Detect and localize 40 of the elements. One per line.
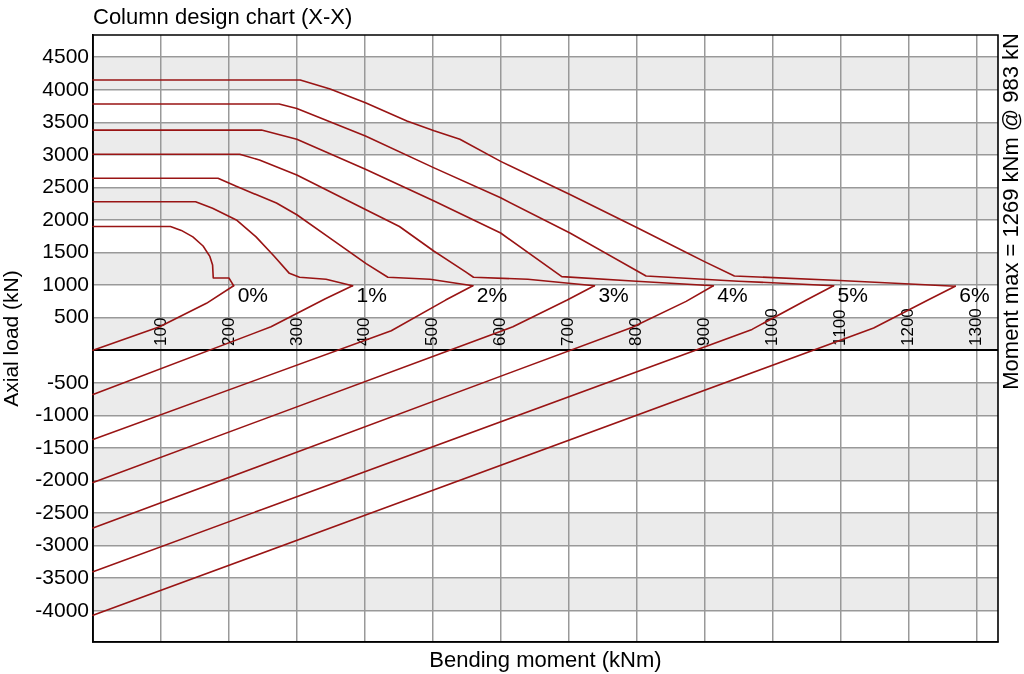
x-tick-label: 800 — [626, 317, 646, 346]
y-tick-label: 4500 — [42, 43, 89, 67]
y-tick-label: -2500 — [35, 499, 89, 523]
y-tick-label: 2000 — [42, 206, 89, 230]
y-tick-label: -2000 — [35, 467, 89, 491]
y-tick-label: 4000 — [42, 76, 89, 100]
series-label: 0% — [237, 282, 268, 306]
series-label: 2% — [476, 282, 508, 306]
x-tick-label: 200 — [218, 317, 238, 346]
y-tick-label: 3500 — [42, 109, 89, 133]
y-tick-label: -1000 — [35, 402, 89, 426]
series-label: 1% — [356, 282, 387, 306]
y-tick-label: -500 — [46, 369, 89, 393]
chart-title: Column design chart (X-X) — [93, 4, 353, 30]
y-tick-label: 1500 — [42, 239, 89, 263]
series-label: 6% — [959, 283, 990, 306]
y-tick-label: 1000 — [42, 271, 89, 295]
x-tick-label: 1100 — [830, 309, 850, 346]
x-tick-label: 1300 — [965, 308, 985, 346]
y-tick-label: -1500 — [35, 434, 89, 458]
x-axis-title: Bending moment (kNm) — [429, 646, 662, 672]
y-tick-label: -3000 — [35, 532, 89, 556]
x-tick-label: 100 — [150, 317, 170, 346]
series-label: 3% — [598, 282, 629, 306]
x-tick-label: 1200 — [898, 308, 917, 346]
x-tick-label: 500 — [422, 317, 442, 346]
y-tick-label: -3500 — [35, 564, 89, 588]
y-tick-label: 3000 — [42, 141, 89, 165]
y-tick-label: 2500 — [42, 174, 89, 198]
series-label: 5% — [837, 282, 868, 306]
x-tick-label: 400 — [354, 317, 374, 346]
y-tick-label: -4000 — [35, 597, 89, 621]
series-label: 4% — [717, 282, 748, 306]
x-tick-label: 900 — [694, 317, 714, 346]
y-axis-title: Axial load (kN) — [0, 270, 23, 407]
x-tick-label: 600 — [490, 317, 510, 346]
x-tick-label: 300 — [286, 317, 306, 346]
x-tick-label: 700 — [558, 317, 578, 346]
annotation: Moment max = 1269 kNm @ 983 kN — [998, 33, 1024, 390]
x-tick-label: 1000 — [762, 308, 782, 346]
